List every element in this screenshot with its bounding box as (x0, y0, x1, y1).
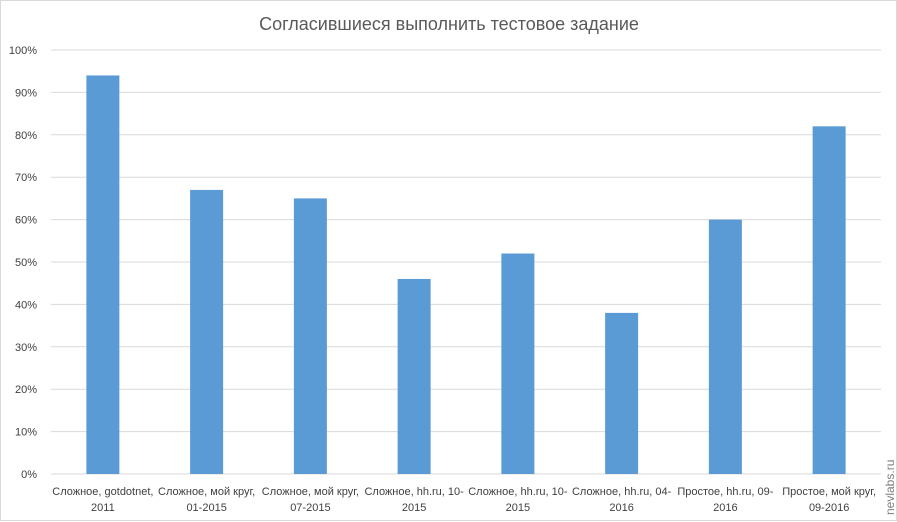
x-category-label: Сложное, hh.ru, 10-2015 (468, 486, 568, 514)
x-category-label: Сложное, мой круг, 01-2015 (158, 486, 255, 514)
bar (605, 312, 639, 474)
watermark-text: nevlabs.ru (883, 460, 897, 515)
y-tick-label: 100% (9, 45, 37, 57)
x-category-label: Сложное, gotdotnet, 2011 (52, 486, 153, 514)
x-category-label: Простое, hh.ru, 09-2016 (677, 486, 773, 514)
y-tick-label: 70% (15, 172, 37, 184)
x-category-label: Простое, мой круг, 09-2016 (782, 486, 876, 514)
bar (812, 126, 846, 474)
y-tick-label: 10% (15, 427, 37, 439)
y-tick-label: 90% (15, 87, 37, 99)
y-tick-label: 80% (15, 130, 37, 142)
y-tick-label: 0% (21, 469, 37, 481)
x-category-label: Сложное, мой круг, 07-2015 (262, 486, 359, 514)
bar (501, 253, 535, 474)
gridlines (51, 49, 881, 475)
bar (293, 198, 327, 474)
y-tick-label: 60% (15, 215, 37, 227)
y-tick-label: 50% (15, 257, 37, 269)
bar (708, 219, 742, 474)
bars (86, 75, 846, 475)
bar (397, 278, 431, 474)
chart-title: Согласившиеся выполнить тестовое задание (259, 14, 639, 34)
x-category-label: Сложное, hh.ru, 04-2016 (572, 486, 672, 514)
y-tick-label: 40% (15, 299, 37, 311)
bar (190, 189, 224, 475)
bar (86, 75, 120, 474)
y-tick-label: 30% (15, 342, 37, 354)
y-axis-tick-labels: 0% 10% 20% 30% 40% 50% 60% 70% 80% 90% 100% (9, 45, 37, 481)
x-category-label: Сложное, hh.ru, 10-2015 (364, 486, 464, 514)
y-tick-label: 20% (15, 384, 37, 396)
